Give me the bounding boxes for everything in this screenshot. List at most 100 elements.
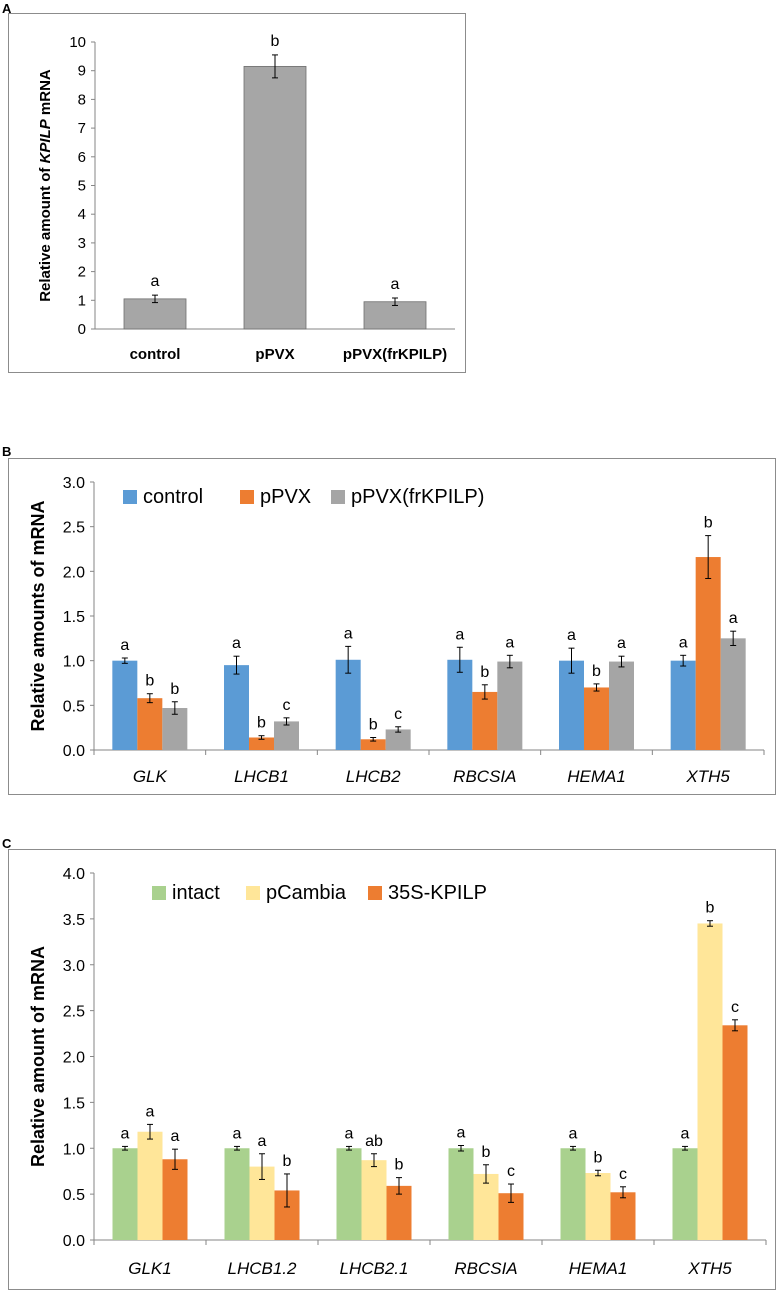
panel-label-c: C	[2, 836, 12, 851]
legend-swatch-pCambia	[246, 886, 260, 900]
bar-pPVX(frKPILP)	[363, 301, 427, 330]
bar-intact-LHCB2.1	[336, 1148, 362, 1240]
x-tick-label: RBCSIA	[454, 1259, 517, 1278]
y-tick-label: 2.0	[63, 1050, 85, 1067]
significance-letter: b	[271, 33, 280, 50]
y-axis-label: Relative amounts of mRNA	[28, 500, 48, 731]
legend-swatch-intact	[152, 886, 166, 900]
y-tick-label: 4.0	[63, 866, 85, 883]
significance-letter: a	[258, 1133, 267, 1150]
significance-letter: a	[146, 1103, 155, 1120]
significance-letter: a	[457, 1124, 466, 1141]
significance-letter: a	[151, 273, 160, 290]
significance-letter: b	[170, 681, 179, 698]
y-tick-label: 6	[78, 149, 86, 166]
significance-letter: b	[145, 673, 154, 690]
y-tick-label: 0.5	[63, 698, 85, 715]
significance-letter: a	[505, 634, 514, 651]
y-tick-label: 3.0	[63, 475, 85, 492]
significance-letter: b	[706, 900, 715, 917]
x-tick-label: LHCB2.1	[340, 1259, 409, 1278]
bar-intact-RBCSIA	[448, 1148, 474, 1240]
panel-label-a: A	[2, 1, 12, 16]
legend-label: pCambia	[266, 882, 347, 904]
panel-b-frame: 0.0 0.5 1.0 1.5 2.0 2.5 3.0 a b b GLK a b c LHCB1 a b c LH…	[8, 458, 776, 795]
x-tick-label: HEMA1	[567, 767, 626, 786]
bar-pPVX	[243, 65, 307, 330]
significance-letter: a	[681, 1125, 690, 1142]
panel-a-frame: 0 1 2 3 4 5 6 7 8 9 10 a control b pPVX a pPVX(frKPILP) R…	[8, 13, 466, 373]
bar-pCambia-XTH5	[697, 923, 723, 1240]
legend-label: pPVX(frKPILP)	[351, 486, 484, 508]
x-tick-label: HEMA1	[569, 1259, 628, 1278]
y-tick-label: 4	[78, 206, 86, 223]
significance-letter: a	[121, 1125, 130, 1142]
bar-control-RBCSIA	[447, 659, 473, 750]
y-tick-label: 8	[78, 91, 86, 108]
panel-c-frame: 0.0 0.5 1.0 1.5 2.0 2.5 3.0 3.5 4.0 a a a GLK1 a a b LHC…	[8, 849, 776, 1290]
y-tick-label: 0.0	[63, 1233, 85, 1250]
y-axis-label-part: Relative amount of	[37, 163, 54, 301]
y-tick-label: 1	[78, 292, 86, 309]
y-tick-label: 2.5	[63, 1004, 85, 1021]
significance-letter: b	[283, 1153, 292, 1170]
significance-letter: a	[345, 1125, 354, 1142]
bar-35S-KPILP-HEMA1	[610, 1192, 636, 1240]
significance-letter: ab	[365, 1133, 383, 1150]
significance-letter: b	[594, 1149, 603, 1166]
significance-letter: a	[233, 1125, 242, 1142]
legend-label: pPVX	[260, 486, 311, 508]
y-tick-label: 3.0	[63, 958, 85, 975]
x-tick-label: pPVX(frKPILP)	[343, 346, 447, 363]
bar-pCambia-LHCB2.1	[361, 1160, 387, 1240]
bar-35S-KPILP-LHCB2.1	[386, 1185, 412, 1240]
x-tick-label: GLK	[133, 767, 168, 786]
significance-letter: a	[455, 626, 464, 643]
bar-pPVX-LHCB2	[360, 739, 386, 750]
bar-pPVX-XTH5	[695, 557, 721, 750]
bar-pCambia-GLK1	[137, 1131, 163, 1240]
significance-letter: b	[369, 716, 378, 733]
significance-letter: b	[704, 515, 713, 532]
y-tick-label: 2	[78, 264, 86, 281]
significance-letter: a	[232, 635, 241, 652]
bar-intact-LHCB1.2	[224, 1148, 250, 1240]
bar-35S-KPILP-GLK1	[162, 1159, 188, 1240]
significance-letter: a	[617, 635, 626, 652]
y-axis-label: Relative amount of KPILP mRNA	[37, 69, 54, 302]
y-axis-label-part: KPILP	[37, 118, 54, 163]
significance-letter: c	[731, 999, 739, 1016]
y-tick-label: 1.0	[63, 654, 85, 671]
bar-control-XTH5	[670, 660, 696, 750]
legend-label: 35S-KPILP	[388, 882, 487, 904]
y-axis-label-part: mRNA	[37, 69, 54, 119]
y-tick-label: 9	[78, 63, 86, 80]
y-tick-label: 5	[78, 178, 86, 195]
significance-letter: a	[679, 634, 688, 651]
y-tick-label: 2.5	[63, 520, 85, 537]
y-tick-label: 10	[69, 34, 86, 51]
y-tick-label: 1.5	[63, 609, 85, 626]
bar-control-GLK	[112, 660, 138, 750]
significance-letter: b	[592, 663, 601, 680]
significance-letter: b	[480, 664, 489, 681]
x-tick-label: LHCB1	[234, 767, 289, 786]
bar-pPVX(frKPILP)-LHCB2	[385, 729, 411, 750]
significance-letter: c	[619, 1166, 627, 1183]
y-tick-label: 7	[78, 120, 86, 137]
significance-letter: a	[171, 1128, 180, 1145]
significance-letter: a	[567, 627, 576, 644]
bar-control-HEMA1	[559, 660, 584, 750]
y-tick-label: 3.5	[63, 912, 85, 929]
chart-a: 0 1 2 3 4 5 6 7 8 9 10 a control b pPVX a pPVX(frKPILP) R…	[37, 33, 455, 363]
significance-letter: a	[391, 276, 400, 293]
bar-control-LHCB2	[335, 659, 361, 750]
x-tick-label: GLK1	[128, 1259, 171, 1278]
x-tick-label: LHCB1.2	[228, 1259, 298, 1278]
significance-letter: b	[482, 1144, 491, 1161]
bar-pPVX-LHCB1	[249, 737, 274, 750]
bar-pPVX(frKPILP)-XTH5	[720, 638, 746, 750]
bar-pCambia-RBCSIA	[473, 1173, 499, 1240]
panel-label-b: B	[2, 444, 12, 459]
bar-control	[123, 298, 187, 330]
